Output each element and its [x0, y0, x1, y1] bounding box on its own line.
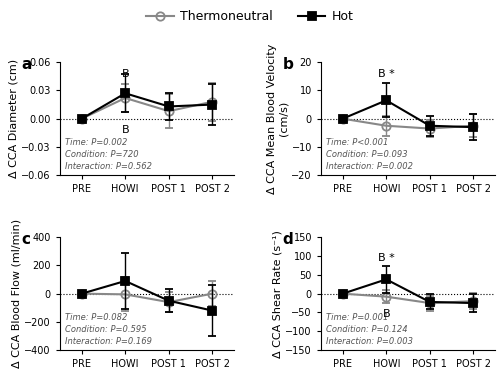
Text: d: d: [282, 231, 294, 247]
Y-axis label: Δ CCA Diameter (cm): Δ CCA Diameter (cm): [8, 59, 18, 178]
Y-axis label: Δ CCA Shear Rate (s⁻¹): Δ CCA Shear Rate (s⁻¹): [272, 230, 282, 357]
Y-axis label: Δ CCA Mean Blood Velocity
(cm/s): Δ CCA Mean Blood Velocity (cm/s): [267, 44, 288, 194]
Text: B: B: [122, 69, 129, 79]
Text: b: b: [282, 56, 294, 72]
Text: B: B: [122, 125, 129, 135]
Text: Time: P<0.001
Condition: P=0.093
Interaction: P=0.002: Time: P<0.001 Condition: P=0.093 Interac…: [326, 138, 413, 171]
Text: Time: P=0.002
Condition: P=720
Interaction: P=0.562: Time: P=0.002 Condition: P=720 Interacti…: [65, 138, 152, 171]
Y-axis label: Δ CCA Blood Flow (ml/min): Δ CCA Blood Flow (ml/min): [12, 219, 22, 368]
Text: Time: P=0.082
Condition: P=0.595
Interaction: P=0.169: Time: P=0.082 Condition: P=0.595 Interac…: [65, 313, 152, 345]
Text: B *: B *: [378, 69, 394, 79]
Legend: Thermoneutral, Hot: Thermoneutral, Hot: [146, 10, 354, 23]
Text: B *: B *: [378, 253, 394, 263]
Text: c: c: [22, 231, 30, 247]
Text: B: B: [382, 309, 390, 319]
Text: a: a: [22, 56, 32, 72]
Text: Time: P=0.001
Condition: P=0.124
Interaction: P=0.003: Time: P=0.001 Condition: P=0.124 Interac…: [326, 313, 413, 345]
